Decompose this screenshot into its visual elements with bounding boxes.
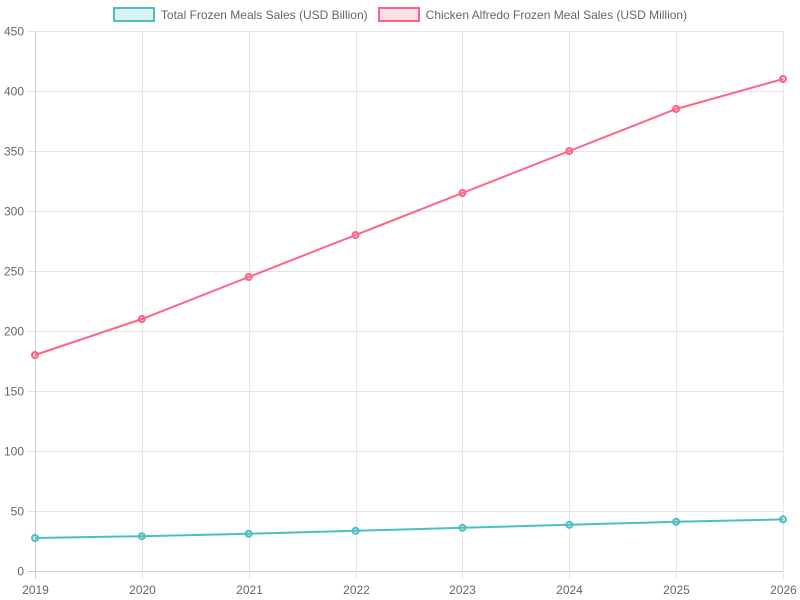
- x-tick-label: 2020: [129, 583, 156, 597]
- data-point[interactable]: [565, 520, 574, 529]
- x-tick-label: 2026: [770, 583, 797, 597]
- y-tick-label: 250: [4, 265, 24, 279]
- data-point[interactable]: [779, 75, 787, 83]
- x-tick-label: 2025: [663, 583, 690, 597]
- legend-item-total-frozen-meals[interactable]: Total Frozen Meals Sales (USD Billion): [112, 7, 368, 22]
- data-point[interactable]: [137, 532, 146, 541]
- y-tick-label: 400: [4, 85, 24, 99]
- legend-label: Chicken Alfredo Frozen Meal Sales (USD M…: [425, 7, 688, 22]
- y-tick-label: 450: [4, 25, 24, 39]
- y-tick-label: 300: [4, 205, 24, 219]
- x-tick-label: 2021: [236, 583, 263, 597]
- data-point[interactable]: [31, 351, 39, 359]
- legend-item-chicken-alfredo[interactable]: Chicken Alfredo Frozen Meal Sales (USD M…: [377, 7, 688, 22]
- data-point[interactable]: [458, 189, 467, 197]
- chart-legend: Total Frozen Meals Sales (USD Billion) C…: [0, 7, 800, 22]
- data-point[interactable]: [31, 534, 39, 542]
- data-point[interactable]: [351, 231, 360, 239]
- y-tick-label: 50: [11, 505, 25, 519]
- data-series: [31, 75, 787, 542]
- y-tick-label: 100: [4, 445, 24, 459]
- data-point[interactable]: [137, 315, 146, 323]
- data-point[interactable]: [779, 515, 787, 524]
- y-tick-label: 0: [17, 565, 24, 579]
- data-point[interactable]: [244, 273, 253, 281]
- series-line-1: [34, 78, 784, 356]
- y-tick-label: 150: [4, 385, 24, 399]
- legend-swatch-pink: [377, 7, 420, 22]
- data-point[interactable]: [458, 523, 467, 532]
- legend-label: Total Frozen Meals Sales (USD Billion): [160, 7, 368, 22]
- axes: 0 50 100 150 200 250 300 350 400 450 2019 2020 2021 2…: [4, 25, 797, 598]
- x-tick-label: 2024: [556, 583, 583, 597]
- data-point[interactable]: [351, 526, 360, 535]
- legend-swatch-teal: [112, 7, 155, 22]
- data-point[interactable]: [565, 147, 574, 155]
- grid-lines: [27, 31, 784, 579]
- y-tick-label: 350: [4, 145, 24, 159]
- x-tick-label: 2022: [343, 583, 370, 597]
- data-point[interactable]: [244, 529, 253, 538]
- data-point[interactable]: [672, 517, 681, 526]
- y-tick-label: 200: [4, 325, 24, 339]
- series-line-0: [34, 518, 784, 539]
- x-tick-label: 2019: [22, 583, 49, 597]
- data-point[interactable]: [672, 105, 681, 113]
- x-tick-label: 2023: [449, 583, 476, 597]
